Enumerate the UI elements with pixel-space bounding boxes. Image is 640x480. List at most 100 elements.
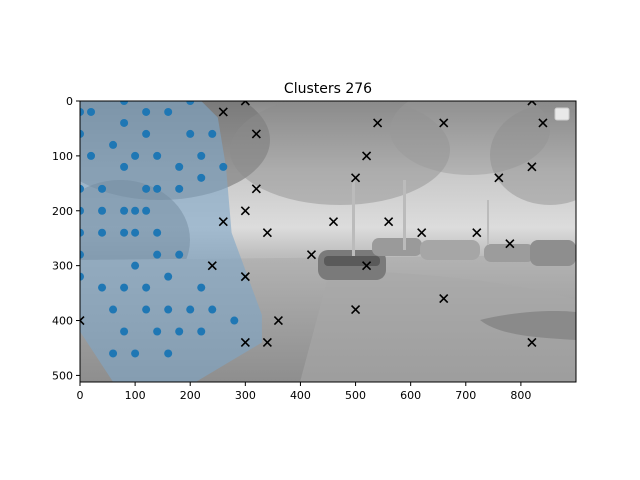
cross-point bbox=[538, 118, 548, 128]
cluster-point bbox=[153, 228, 162, 237]
chart-title: Clusters 276 bbox=[284, 81, 372, 97]
cluster-point bbox=[109, 349, 118, 358]
cluster-point bbox=[98, 283, 107, 292]
y-tick-label: 0 bbox=[66, 95, 73, 108]
cluster-point bbox=[80, 272, 84, 281]
cross-point bbox=[262, 337, 272, 348]
cluster-point bbox=[120, 101, 129, 105]
cluster-point bbox=[142, 129, 151, 138]
cluster-point bbox=[164, 349, 173, 358]
cluster-region bbox=[80, 101, 262, 382]
cluster-point bbox=[80, 228, 84, 237]
x-tick-label: 600 bbox=[400, 389, 421, 402]
x-tick-label: 300 bbox=[235, 389, 256, 402]
cluster-point bbox=[109, 305, 118, 314]
y-tick-label: 200 bbox=[52, 205, 73, 218]
cross-point bbox=[240, 101, 250, 106]
cluster-point bbox=[153, 327, 162, 336]
cross-point bbox=[273, 315, 283, 326]
cluster-point bbox=[142, 107, 151, 116]
cluster-point bbox=[142, 184, 151, 193]
cross-point bbox=[527, 162, 537, 172]
cross-point bbox=[362, 261, 372, 271]
cross-point bbox=[328, 217, 339, 227]
cluster-point bbox=[197, 283, 206, 292]
cluster-point bbox=[120, 162, 129, 171]
cluster-point bbox=[175, 184, 184, 193]
cluster-point bbox=[80, 107, 84, 116]
cross-point bbox=[527, 337, 537, 348]
cross-point bbox=[362, 151, 372, 161]
cross-point bbox=[439, 118, 449, 128]
cluster-point bbox=[80, 184, 84, 193]
cross-point bbox=[350, 173, 361, 183]
cluster-point bbox=[131, 261, 140, 270]
plot-area bbox=[80, 101, 576, 382]
cross-point bbox=[218, 107, 228, 117]
cluster-point bbox=[120, 327, 129, 336]
cluster-point bbox=[230, 316, 239, 325]
cluster-point bbox=[186, 305, 195, 314]
cross-point bbox=[240, 206, 250, 216]
cluster-point bbox=[131, 228, 140, 237]
cross-point bbox=[439, 294, 449, 304]
y-tick-label: 100 bbox=[52, 150, 73, 163]
y-axis: 0 100 200 300 400 500 bbox=[52, 95, 80, 382]
cluster-point bbox=[164, 107, 173, 116]
cross-point bbox=[262, 228, 272, 238]
cluster-point bbox=[175, 250, 184, 259]
x-tick-label: 200 bbox=[180, 389, 201, 402]
cluster-point bbox=[153, 151, 162, 160]
plot-frame bbox=[79, 100, 577, 383]
cluster-point bbox=[87, 107, 96, 116]
cluster-point bbox=[219, 162, 228, 171]
cross-point bbox=[80, 315, 85, 326]
cluster-point bbox=[186, 101, 195, 105]
cluster-point bbox=[142, 305, 151, 314]
cluster-point bbox=[164, 305, 173, 314]
cluster-points bbox=[80, 101, 239, 358]
cross-point bbox=[505, 239, 515, 249]
cluster-point bbox=[175, 162, 184, 171]
cross-points bbox=[80, 101, 548, 348]
cluster-point bbox=[142, 206, 151, 215]
cross-point bbox=[251, 129, 261, 139]
cross-point bbox=[527, 101, 537, 106]
y-tick-label: 300 bbox=[52, 260, 73, 273]
cluster-point bbox=[109, 140, 118, 149]
cluster-point bbox=[80, 250, 84, 259]
cross-point bbox=[494, 173, 504, 183]
legend-box bbox=[554, 107, 570, 121]
cluster-point bbox=[120, 206, 129, 215]
cluster-point bbox=[131, 206, 140, 215]
cluster-point bbox=[120, 118, 129, 127]
x-tick-label: 500 bbox=[345, 389, 366, 402]
cross-point bbox=[384, 217, 394, 227]
cluster-point bbox=[186, 129, 195, 138]
cluster-point bbox=[131, 349, 140, 358]
cross-point bbox=[373, 118, 383, 128]
cluster-point bbox=[208, 129, 217, 138]
x-tick-label: 400 bbox=[290, 389, 311, 402]
cross-point bbox=[350, 304, 361, 315]
cross-point bbox=[306, 250, 317, 260]
x-tick-label: 100 bbox=[125, 389, 146, 402]
cross-point bbox=[472, 228, 482, 238]
cluster-point bbox=[142, 283, 151, 292]
cross-point bbox=[218, 217, 228, 227]
cluster-point bbox=[197, 151, 206, 160]
x-tick-label: 800 bbox=[510, 389, 531, 402]
cross-point bbox=[207, 261, 217, 271]
cluster-point bbox=[80, 206, 84, 215]
cross-point bbox=[240, 337, 250, 348]
cluster-point bbox=[131, 151, 140, 160]
y-tick-label: 400 bbox=[52, 315, 73, 328]
cluster-point bbox=[80, 129, 84, 138]
cluster-point bbox=[98, 228, 107, 237]
cluster-point bbox=[175, 327, 184, 336]
x-axis: 0 100 200 300 400 500 600 700 800 bbox=[77, 382, 531, 402]
cluster-point bbox=[87, 151, 96, 160]
cluster-point bbox=[153, 250, 162, 259]
cross-point bbox=[240, 272, 250, 282]
